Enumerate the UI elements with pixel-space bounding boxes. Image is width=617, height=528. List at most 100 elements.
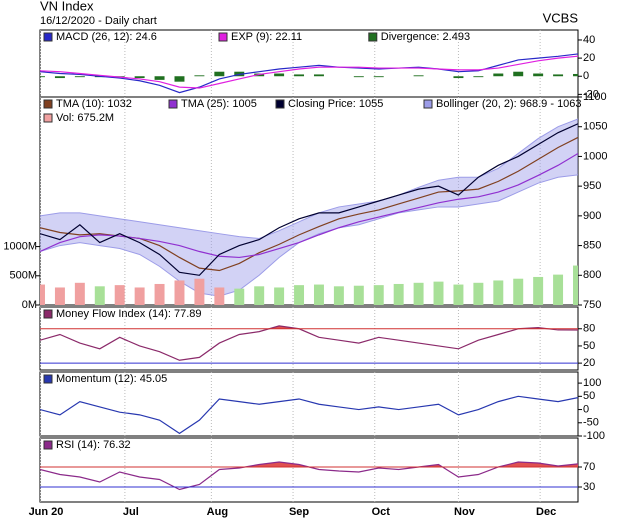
y2-tick-label: 0M bbox=[22, 299, 37, 311]
y-tick-label: -100 bbox=[583, 430, 605, 442]
bar bbox=[353, 76, 364, 78]
bar bbox=[373, 76, 384, 78]
bar bbox=[453, 76, 464, 79]
bar bbox=[393, 283, 404, 305]
panel bbox=[39, 306, 579, 371]
bar bbox=[274, 287, 285, 305]
bar bbox=[74, 282, 85, 305]
bar bbox=[353, 285, 364, 305]
legend-label: RSI (14): 76.32 bbox=[56, 439, 131, 451]
y-tick-label: 20 bbox=[583, 357, 595, 369]
legend-swatch bbox=[43, 113, 53, 123]
y-tick-label: 800 bbox=[583, 269, 601, 281]
y-tick-label: 0 bbox=[583, 70, 589, 82]
bar bbox=[493, 280, 504, 305]
x-tick-label: Jul bbox=[123, 506, 139, 518]
plot-area bbox=[40, 30, 578, 98]
panel bbox=[39, 29, 579, 99]
bar bbox=[40, 284, 45, 305]
bar bbox=[433, 281, 444, 305]
series-line bbox=[40, 53, 578, 94]
bar bbox=[194, 278, 205, 305]
legend-label: Bollinger (20, 2): 968.9 - 1063 bbox=[436, 98, 582, 110]
bar bbox=[333, 286, 344, 305]
y-tick-label: 0 bbox=[583, 403, 589, 415]
y-tick-label: 1000 bbox=[583, 150, 607, 162]
legend-swatch bbox=[43, 309, 53, 319]
legend-label: Money Flow Index (14): 77.89 bbox=[56, 308, 202, 320]
bar bbox=[134, 76, 145, 79]
plot-area bbox=[40, 307, 578, 370]
bar bbox=[154, 283, 165, 305]
band-upper bbox=[40, 118, 578, 239]
bar bbox=[294, 74, 305, 77]
legend-label: TMA (25): 1005 bbox=[181, 98, 257, 110]
bar bbox=[553, 74, 564, 77]
title: VN Index bbox=[40, 0, 94, 13]
y-tick-label: -50 bbox=[583, 417, 599, 429]
y-tick-label: 900 bbox=[583, 210, 601, 222]
y-tick-label: 70 bbox=[583, 461, 595, 473]
bar bbox=[413, 282, 424, 305]
brand: VCBS bbox=[543, 10, 579, 25]
legend-swatch bbox=[168, 99, 178, 109]
plot-area bbox=[40, 97, 578, 305]
legend-label: Vol: 675.2M bbox=[56, 112, 114, 124]
bar bbox=[373, 285, 384, 305]
x-tick-label: Nov bbox=[454, 506, 476, 518]
x-tick-label: Sep bbox=[289, 506, 309, 518]
legend-label: Divergence: 2.493 bbox=[381, 31, 470, 43]
y-tick-label: -20 bbox=[583, 88, 599, 100]
bar bbox=[54, 287, 65, 305]
series-line bbox=[40, 152, 578, 259]
bar bbox=[234, 288, 245, 305]
bar bbox=[553, 274, 564, 305]
bar bbox=[40, 76, 45, 78]
bar bbox=[313, 74, 324, 77]
bar bbox=[573, 73, 578, 77]
bar bbox=[513, 71, 524, 77]
bar bbox=[214, 287, 225, 305]
y-tick-label: 850 bbox=[583, 239, 601, 251]
bar bbox=[114, 285, 125, 305]
y-tick-label: 1050 bbox=[583, 121, 607, 133]
y-tick-label: 20 bbox=[583, 52, 595, 64]
bar bbox=[74, 76, 85, 78]
bar bbox=[194, 75, 205, 77]
bar bbox=[274, 73, 285, 77]
bar bbox=[453, 284, 464, 305]
panel bbox=[39, 96, 579, 306]
bar bbox=[313, 284, 324, 305]
legend-swatch bbox=[43, 99, 53, 109]
bar bbox=[254, 286, 265, 305]
legend-swatch bbox=[275, 99, 285, 109]
plot-area bbox=[40, 372, 578, 436]
panel bbox=[39, 437, 579, 503]
bar bbox=[413, 75, 424, 77]
y-tick-label: 80 bbox=[583, 323, 595, 335]
bar bbox=[94, 286, 105, 305]
legend-label: TMA (10): 1032 bbox=[56, 98, 132, 110]
x-tick-label: Dec bbox=[536, 506, 556, 518]
series-line bbox=[40, 55, 578, 89]
bar bbox=[573, 265, 578, 305]
bar bbox=[493, 73, 504, 77]
series-line bbox=[40, 395, 578, 435]
legend-swatch bbox=[218, 32, 228, 42]
legend-label: EXP (9): 22.11 bbox=[231, 31, 302, 43]
y-tick-label: 50 bbox=[583, 340, 595, 352]
bar bbox=[174, 280, 185, 305]
bar bbox=[154, 76, 165, 80]
legend-swatch bbox=[423, 99, 433, 109]
legend-label: MACD (26, 12): 24.6 bbox=[56, 31, 157, 43]
x-tick-label: Jun 20 bbox=[29, 506, 64, 518]
legend-swatch bbox=[43, 440, 53, 450]
y-tick-label: 950 bbox=[583, 180, 601, 192]
legend-swatch bbox=[368, 32, 378, 42]
bar bbox=[533, 73, 544, 77]
bar bbox=[513, 278, 524, 305]
y2-tick-label: 1000M bbox=[3, 240, 37, 252]
series-line bbox=[40, 325, 578, 361]
